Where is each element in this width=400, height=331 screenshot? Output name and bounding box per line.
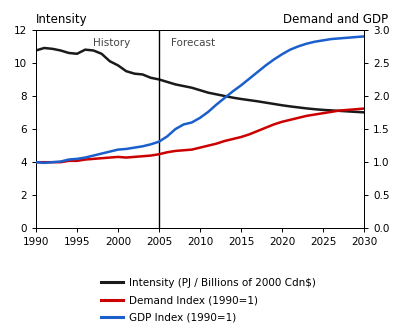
Text: Intensity: Intensity [36, 13, 88, 26]
Text: Forecast: Forecast [171, 38, 216, 48]
Text: Demand and GDP: Demand and GDP [283, 13, 388, 26]
Legend: Intensity (PJ / Billions of 2000 Cdn$), Demand Index (1990=1), GDP Index (1990=1: Intensity (PJ / Billions of 2000 Cdn$), … [97, 275, 319, 326]
Text: History: History [93, 38, 130, 48]
